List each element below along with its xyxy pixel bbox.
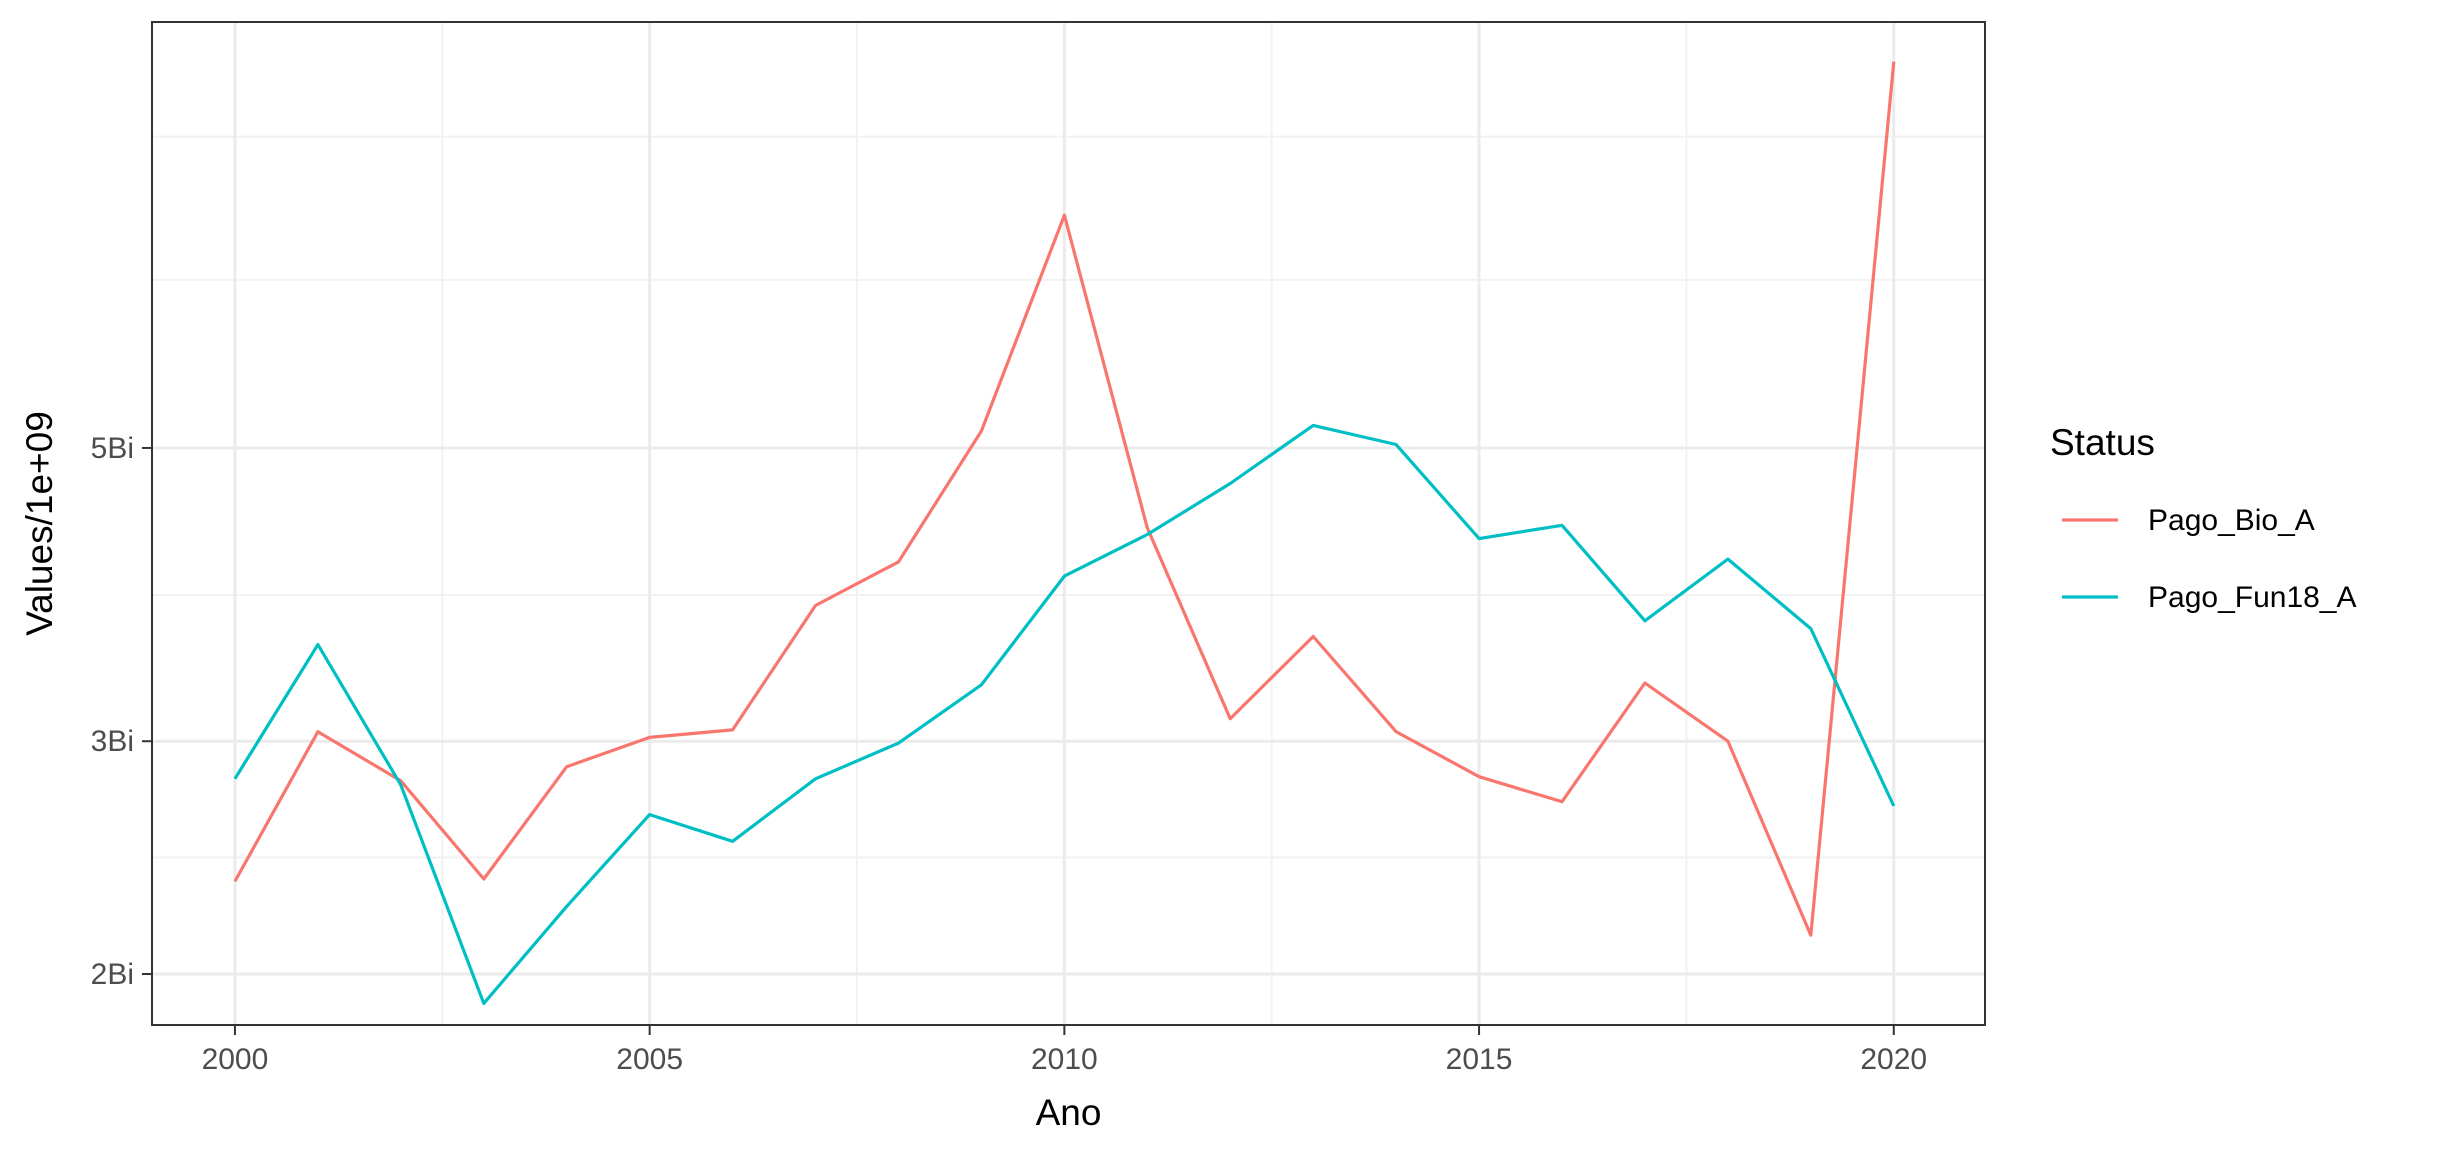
y-tick-label: 3Bi	[91, 725, 134, 758]
x-axis-ticks: 2000 2005 2010 2015 2020	[202, 1025, 1927, 1076]
plot-panel-border	[151, 21, 1986, 1026]
legend-title: Status	[2050, 422, 2155, 463]
x-tick-label: 2015	[1446, 1043, 1513, 1076]
legend-label: Pago_Fun18_A	[2148, 581, 2357, 614]
y-tick-label: 2Bi	[91, 958, 134, 991]
x-tick-label: 2000	[202, 1043, 269, 1076]
legend: Status Pago_Bio_A Pago_Fun18_A	[2050, 422, 2357, 614]
y-axis-ticks: 2Bi 3Bi 5Bi	[91, 432, 152, 991]
x-tick-label: 2010	[1031, 1043, 1098, 1076]
y-tick-label: 5Bi	[91, 432, 134, 465]
series-lines	[233, 61, 1896, 1006]
series-line-pago-bio-a	[233, 61, 1896, 937]
y-axis-title: Values/1e+09	[19, 411, 60, 636]
x-tick-label: 2005	[616, 1043, 683, 1076]
grid-lines	[152, 22, 1985, 1025]
series-line-pago-fun18-a	[233, 423, 1896, 1006]
x-tick-label: 2020	[1860, 1043, 1927, 1076]
x-axis-title: Ano	[1036, 1092, 1102, 1133]
legend-label: Pago_Bio_A	[2148, 504, 2315, 537]
